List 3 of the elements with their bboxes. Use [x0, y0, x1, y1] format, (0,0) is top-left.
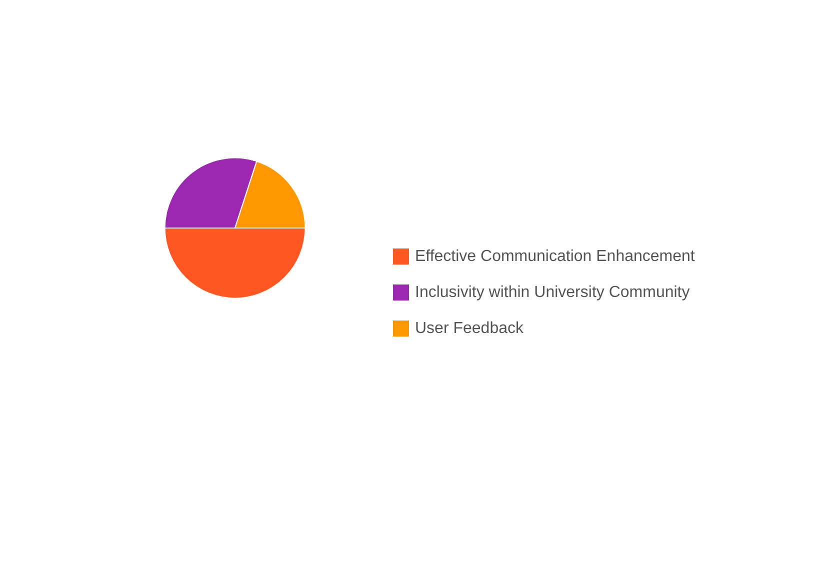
legend-label: Effective Communication Enhancement — [415, 248, 696, 265]
legend-label: Inclusivity within University Community — [415, 284, 690, 301]
legend-label: User Feedback — [415, 320, 524, 337]
